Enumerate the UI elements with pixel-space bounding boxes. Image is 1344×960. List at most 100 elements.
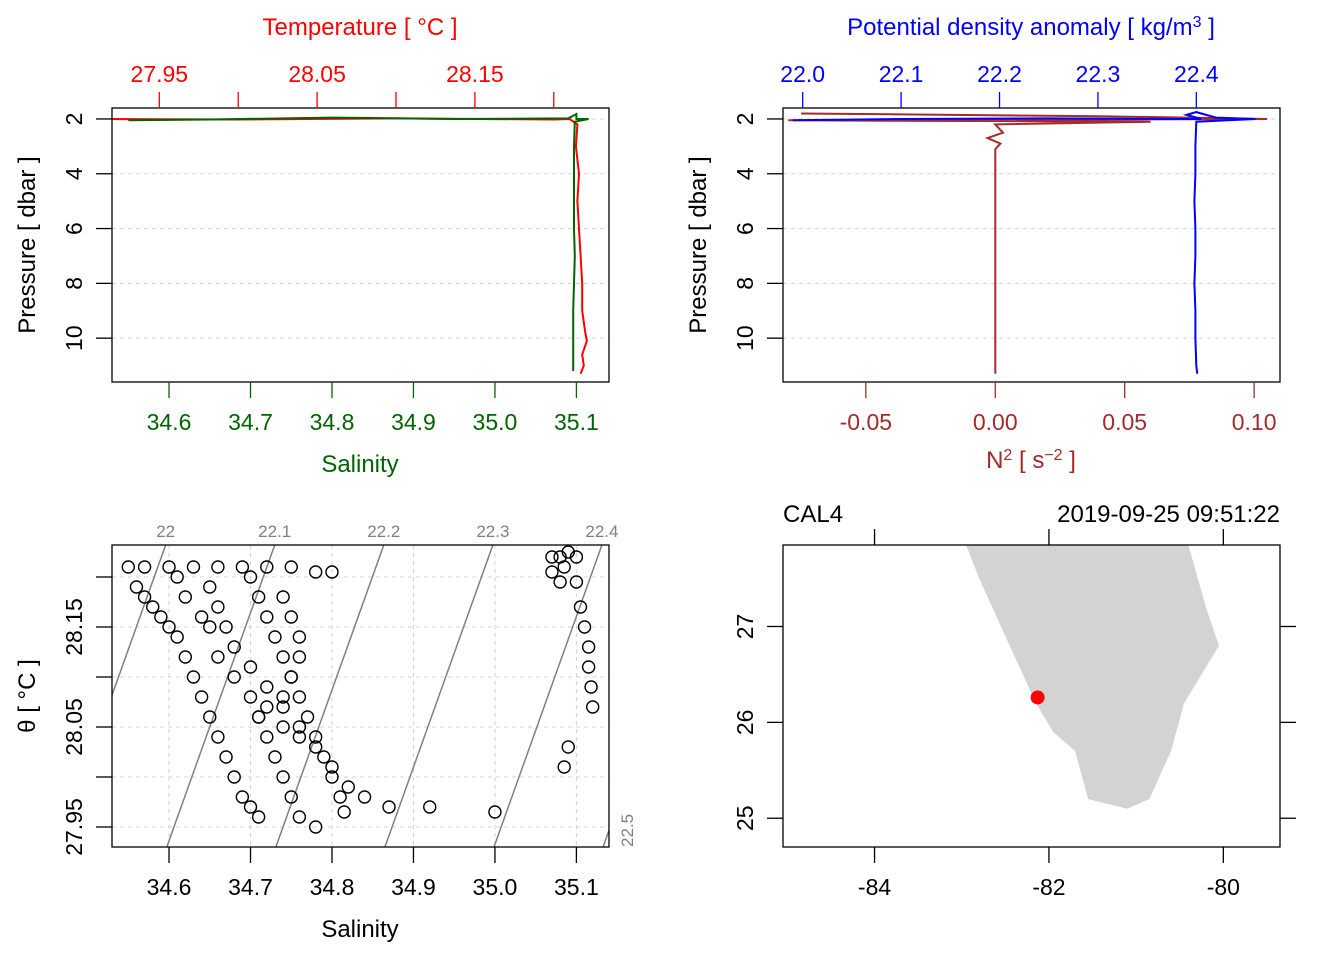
- ts-point: [553, 575, 567, 589]
- panel2-left-axis: 2 4 6 8 10: [732, 113, 783, 351]
- ts-point: [308, 740, 323, 754]
- ts-point: [137, 560, 152, 574]
- ts-point: [243, 800, 258, 814]
- ts-point: [569, 550, 584, 564]
- ts-point: [211, 560, 225, 574]
- ts-point: [219, 620, 233, 634]
- longitude-axis-tick-label: -82: [1032, 874, 1065, 900]
- density-profile-line: [792, 111, 1256, 374]
- ts-point: [251, 590, 266, 604]
- panel4-bottom-axis: -84 -82 -80: [858, 847, 1240, 900]
- density-axis-title-part: Potential density anomaly [ kg/m: [847, 14, 1193, 41]
- ts-point: [170, 570, 184, 584]
- isopycnal-line: [493, 545, 603, 847]
- salinity-profile-line: [128, 112, 589, 371]
- theta-axis-title: θ [ °C ]: [14, 659, 41, 733]
- panel4-left-axis: 25 26 27: [732, 614, 783, 831]
- theta-axis-tick-label: 28.15: [61, 598, 87, 656]
- theta-axis-tick-label: 28.05: [61, 698, 87, 756]
- latitude-axis-tick-label: 26: [732, 710, 758, 736]
- n2-axis-tick-label: -0.05: [840, 409, 892, 435]
- isopycnal-line: [112, 545, 167, 698]
- ts-point: [129, 580, 144, 594]
- n2-axis-title-part: ]: [1063, 447, 1076, 474]
- isopycnal-labels: 22 22.1 22.2 22.3 22.4 22.5: [156, 522, 637, 847]
- land-polygon: [966, 545, 1219, 809]
- ts-point: [154, 610, 168, 624]
- ts-point: [227, 670, 241, 684]
- ts-salinity-axis-title: Salinity: [321, 916, 398, 943]
- pressure-axis-tick-label: 8: [61, 277, 87, 290]
- isopycnal-label: 22.2: [367, 522, 400, 541]
- ts-point: [186, 560, 201, 574]
- panel3-grid: [112, 545, 609, 847]
- pressure-axis-2-tick-label: 2: [732, 113, 758, 126]
- isopycnal-label: 22.4: [585, 522, 618, 541]
- station-label: CAL4: [783, 501, 843, 528]
- ts-point: [308, 565, 323, 579]
- n2-axis-title-part: −2: [1044, 447, 1062, 464]
- ts-point: [243, 660, 258, 674]
- salinity-axis-tick-label: 34.8: [310, 409, 355, 435]
- salinity-axis-tick-label: 34.7: [228, 409, 273, 435]
- longitude-axis-tick-label: -84: [858, 874, 891, 900]
- ts-point: [341, 780, 355, 794]
- ts-point: [382, 800, 396, 814]
- ts-point: [243, 570, 258, 584]
- ts-point: [121, 560, 135, 574]
- isopycnal-line: [275, 545, 385, 847]
- ts-point: [186, 670, 201, 684]
- ts-point: [557, 560, 571, 574]
- ts-point: [178, 650, 193, 664]
- pressure-axis-tick-label: 6: [61, 222, 87, 235]
- ts-point: [170, 630, 184, 644]
- n2-axis-tick-label: 0.05: [1102, 409, 1147, 435]
- ts-point: [137, 590, 152, 604]
- temperature-axis-tick-label: 27.95: [131, 61, 189, 87]
- ts-point: [292, 630, 307, 644]
- ts-point: [292, 650, 307, 664]
- station-marker: [1030, 690, 1045, 705]
- ts-point: [194, 690, 209, 704]
- ts-point: [211, 730, 225, 744]
- ts-point: [194, 610, 209, 624]
- pressure-axis-2-tick-label: 4: [732, 167, 758, 180]
- ts-point: [276, 700, 290, 714]
- ts-point: [251, 810, 266, 824]
- pressure-axis-tick-label: 4: [61, 167, 87, 180]
- ts-point: [292, 720, 307, 734]
- ts-point: [276, 770, 290, 784]
- n2-axis-title-part: N: [986, 447, 1003, 474]
- ts-point: [227, 770, 241, 784]
- isopycnal-label: 22.5: [618, 814, 637, 847]
- ts-points: [121, 545, 600, 834]
- ts-point: [308, 730, 323, 744]
- n2-axis-tick-label: 0.10: [1232, 409, 1277, 435]
- n2-profile-line: [788, 112, 1268, 374]
- salinity-axis-title: Salinity: [321, 451, 398, 478]
- pressure-axis-title: Pressure [ dbar ]: [14, 156, 41, 333]
- ts-point: [146, 600, 160, 614]
- ts-point: [557, 760, 571, 774]
- panel2-bottom-axis: -0.05 0.00 0.05 0.10: [840, 382, 1277, 435]
- ts-point: [260, 560, 274, 574]
- station-timestamp: 2019-09-25 09:51:22: [1057, 501, 1280, 528]
- ts-point: [584, 680, 598, 694]
- temperature-axis-tick-label: 28.05: [288, 61, 346, 87]
- ts-point: [292, 690, 307, 704]
- ts-point: [581, 660, 596, 674]
- temperature-axis-title: Temperature [ °C ]: [263, 14, 458, 41]
- ts-point: [211, 600, 225, 614]
- ts-point: [488, 805, 502, 819]
- density-axis-tick-label: 22.4: [1174, 61, 1219, 87]
- ts-point: [337, 805, 351, 819]
- ts-point: [357, 790, 372, 804]
- ts-point: [260, 680, 274, 694]
- ts-point: [325, 770, 339, 784]
- ts-point: [581, 640, 596, 654]
- panel1-bottom-axis: 34.6 34.7 34.8 34.9 35.0 35.1: [147, 382, 599, 435]
- ts-point: [284, 560, 298, 574]
- pressure-axis-2-tick-label: 10: [732, 325, 758, 351]
- density-axis-title: Potential density anomaly [ kg/m3 ]: [847, 14, 1215, 42]
